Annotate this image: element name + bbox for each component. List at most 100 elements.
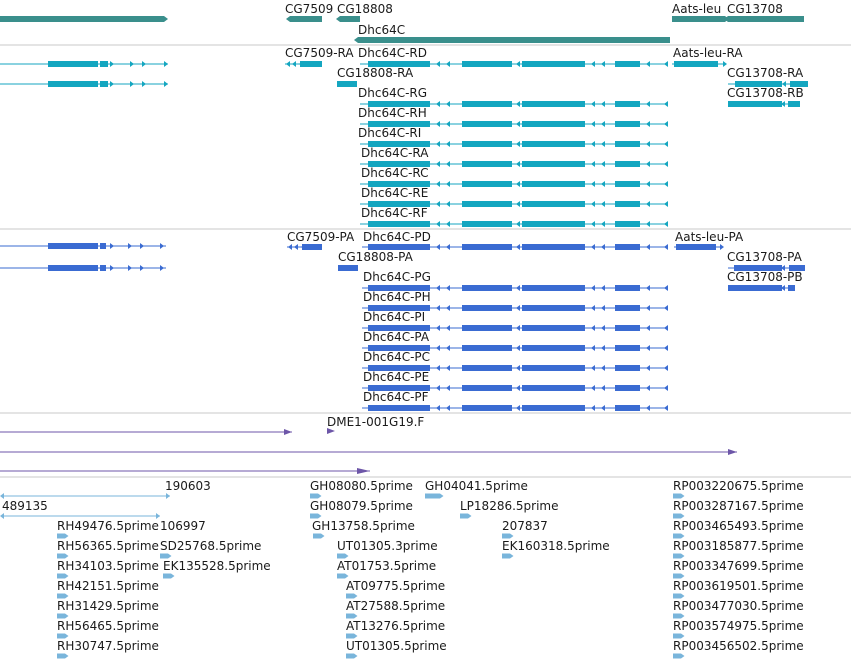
gene-label: Dhc64C — [358, 23, 405, 37]
est-label: RH34103.5prime — [57, 559, 159, 573]
gene-label: CG18808 — [337, 2, 393, 16]
protein-CG7509-PA[interactable] — [287, 244, 322, 250]
left-protein-fragment[interactable] — [0, 265, 166, 271]
match-DME1-001G19.F[interactable]: DME1-001G19.F — [327, 415, 424, 434]
gene-CG7509[interactable]: CG7509 — [285, 2, 333, 22]
est-label: AT01753.5prime — [337, 559, 436, 573]
protein-CG13708-PA[interactable] — [728, 265, 805, 271]
protein-label: Dhc64C-PF — [363, 390, 429, 404]
protein-CG13708-PB[interactable] — [728, 285, 795, 291]
est-label: RP003185877.5prime — [673, 539, 804, 553]
dhc-transcript-row[interactable] — [360, 121, 668, 127]
transcript-CG13708-RB[interactable] — [728, 101, 800, 107]
gene-Aats-leu[interactable]: Aats-leu — [672, 2, 729, 22]
dhc-transcript-row[interactable] — [360, 101, 668, 107]
est-label: RP003477030.5prime — [673, 599, 804, 613]
est-label: UT01305.5prime — [346, 639, 447, 653]
gene-Dhc64C[interactable]: Dhc64C — [354, 23, 670, 43]
est-label: 207837 — [502, 519, 548, 533]
gene-feature-left[interactable] — [0, 16, 168, 22]
transcript-label: Dhc64C-RE — [361, 186, 428, 200]
gene-label: Aats-leu — [672, 2, 721, 16]
est-label: RP003287167.5prime — [673, 499, 804, 513]
protein-Aats-leu-PA[interactable] — [674, 244, 724, 250]
dhc-transcript-row[interactable] — [362, 285, 668, 291]
dhc-transcript-row[interactable] — [360, 61, 668, 67]
transcript-CG18808-RA[interactable] — [337, 81, 357, 87]
est-label: GH04041.5prime — [425, 479, 528, 493]
dhc-transcript-row[interactable] — [360, 161, 668, 167]
transcript-CG13708-RA[interactable] — [728, 81, 808, 87]
transcript-CG7509-RA[interactable] — [285, 61, 322, 67]
match-alignment-2[interactable] — [0, 449, 737, 455]
protein-label: Dhc64C-PC — [363, 350, 430, 364]
est-label: 190603 — [165, 479, 211, 493]
left-transcript-fragment[interactable] — [0, 81, 168, 87]
protein-CG18808-PA[interactable] — [338, 265, 358, 271]
protein-label: Dhc64C-PH — [363, 290, 431, 304]
est-label: LP18286.5prime — [460, 499, 559, 513]
est-label: RP003456502.5prime — [673, 639, 804, 653]
dhc-transcript-row[interactable] — [362, 405, 668, 411]
transcript-label: CG13708-RB — [727, 86, 804, 100]
gene-CG18808[interactable]: CG18808 — [336, 2, 393, 22]
match-label: DME1-001G19.F — [327, 415, 424, 429]
left-transcript-fragment[interactable] — [0, 61, 168, 67]
est-label: AT09775.5prime — [346, 579, 445, 593]
protein-label: Dhc64C-PG — [363, 270, 431, 284]
protein-label: CG13708-PB — [727, 270, 803, 284]
protein-labels[interactable]: CG7509-PA Dhc64C-PD Aats-leu-PA CG18808-PA C… — [287, 230, 803, 404]
est-label: RP003347699.5prime — [673, 559, 804, 573]
dhc-transcript-row[interactable] — [362, 365, 668, 371]
est-labels[interactable]: 190603 GH08080.5prime GH04041.5prime RP0032… — [2, 479, 804, 653]
transcript-label: Dhc64C-RI — [358, 126, 421, 140]
est-label: RH49476.5prime — [57, 519, 159, 533]
protein-label: Dhc64C-PE — [363, 370, 429, 384]
est-label: SD25768.5prime — [160, 539, 261, 553]
gene-CG13708[interactable]: CG13708 — [724, 2, 804, 22]
protein-label: CG13708-PA — [727, 250, 803, 264]
rna-labels[interactable]: CG7509-RA Dhc64C-RD Aats-leu-RA CG18808-RA C… — [285, 46, 804, 220]
left-protein-fragment[interactable] — [0, 243, 166, 249]
est-label: AT13276.5prime — [346, 619, 445, 633]
est-label: EK160318.5prime — [502, 539, 610, 553]
protein-label: Dhc64C-PD — [363, 230, 431, 244]
protein-label: CG7509-PA — [287, 230, 355, 244]
dhc-transcript-row[interactable] — [360, 141, 668, 147]
dhc-transcript-row[interactable] — [360, 201, 668, 207]
est-label: 489135 — [2, 499, 48, 513]
est-label: GH08079.5prime — [310, 499, 413, 513]
dhc-transcript-row[interactable] — [360, 221, 668, 227]
gene-label: CG13708 — [727, 2, 783, 16]
est-label: RP003465493.5prime — [673, 519, 804, 533]
est-label: AT27588.5prime — [346, 599, 445, 613]
est-label: RH31429.5prime — [57, 599, 159, 613]
transcript-Aats-leu-RA[interactable] — [672, 61, 727, 67]
est-label: RH56365.5prime — [57, 539, 159, 553]
est-label: RH56465.5prime — [57, 619, 159, 633]
transcript-label: CG7509-RA — [285, 46, 354, 60]
protein-label: CG18808-PA — [338, 250, 414, 264]
transcript-label: Dhc64C-RD — [358, 46, 427, 60]
est-label: GH13758.5prime — [312, 519, 415, 533]
est-label: GH08080.5prime — [310, 479, 413, 493]
protein-label: Aats-leu-PA — [675, 230, 744, 244]
dhc-transcript-row[interactable] — [362, 244, 668, 250]
est-alignments[interactable] — [0, 493, 685, 659]
transcript-label: Dhc64C-RC — [361, 166, 429, 180]
transcript-label: Dhc64C-RF — [361, 206, 428, 220]
est-label: RP003619501.5prime — [673, 579, 804, 593]
dhc-transcript-row[interactable] — [362, 385, 668, 391]
dhc-transcript-row[interactable] — [360, 181, 668, 187]
dhc-transcript-row[interactable] — [362, 345, 668, 351]
match-alignment-3[interactable] — [0, 468, 370, 474]
transcript-label: Dhc64C-RA — [361, 146, 429, 160]
dhc-transcript-row[interactable] — [362, 325, 668, 331]
est-label: UT01305.3prime — [337, 539, 438, 553]
protein-label: Dhc64C-PA — [363, 330, 430, 344]
match-alignment-1[interactable] — [0, 429, 292, 435]
dhc-transcript-row[interactable] — [362, 305, 668, 311]
transcript-label: Dhc64C-RH — [358, 106, 427, 120]
